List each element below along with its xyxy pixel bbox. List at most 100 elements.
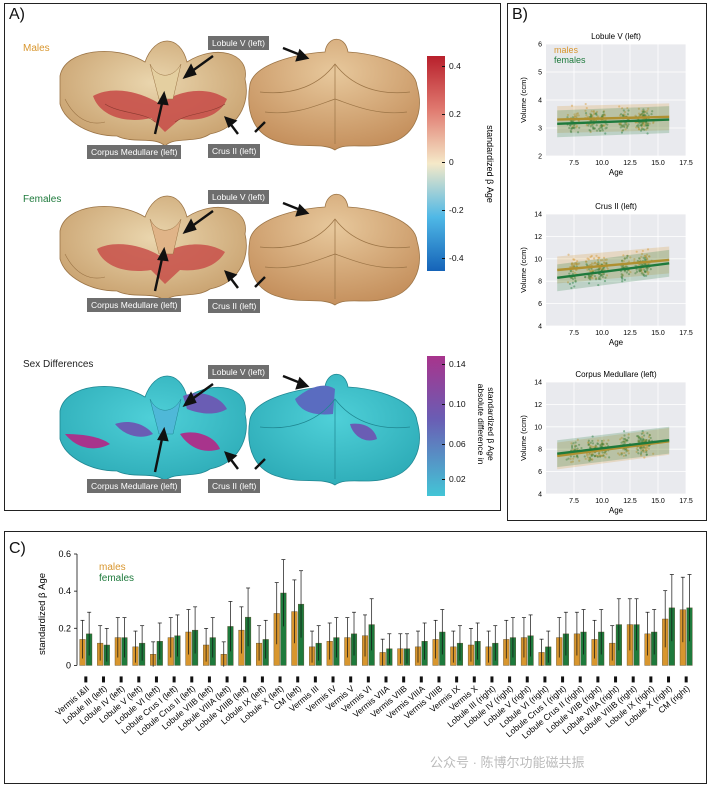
category-marker	[278, 676, 282, 683]
scatter-point	[594, 261, 597, 264]
scatter-point	[599, 267, 602, 270]
scatter-point	[593, 127, 596, 130]
scatter-point	[602, 114, 605, 117]
scatter-point	[640, 124, 643, 127]
brain-diff-front	[59, 375, 247, 482]
scatter-point	[645, 121, 648, 124]
scatter-point	[598, 256, 601, 259]
scatter-point	[644, 449, 647, 452]
colorbar-beta	[427, 56, 445, 271]
scatter-point	[599, 443, 602, 447]
scatter-point	[638, 257, 641, 260]
scatter-point	[589, 115, 592, 119]
scatter-point	[572, 265, 576, 268]
scatter-point	[589, 275, 592, 278]
brain-males-front	[59, 40, 247, 147]
scatter-point	[645, 453, 649, 456]
scatter-point	[646, 432, 649, 435]
y-axis-label: Volume (ccm)	[519, 415, 528, 461]
bar-chart-content: 0.6 0.4 0.2 0 standardized β Age malesfemales…	[37, 549, 693, 741]
scatter-point	[618, 105, 621, 108]
scatter-point	[587, 453, 591, 456]
scatter-point	[591, 126, 595, 129]
scatter-point	[573, 123, 576, 127]
scatter-point	[618, 122, 621, 125]
y-tick-label: 3	[538, 126, 542, 133]
scatter-title: Lobule V (left)	[591, 32, 641, 41]
scatter-point	[621, 114, 624, 117]
scatter-point	[601, 259, 604, 262]
y-tick-label: 0	[66, 660, 71, 670]
scatter-point	[585, 263, 588, 266]
scatter-point	[646, 248, 650, 251]
scatter-point	[640, 449, 643, 452]
scatter-point	[638, 268, 641, 271]
scatter-point	[641, 430, 644, 433]
scatter-point	[593, 112, 596, 115]
legend-females: females	[99, 573, 134, 584]
scatter-point	[627, 109, 630, 112]
scatter-point	[638, 270, 641, 273]
scatter-plot-1: Crus II (left) 7.5 10.0 12.5 15.0 17.5 4 6 8 10 12…	[519, 202, 693, 347]
scatter-point	[626, 254, 629, 257]
scatter-point	[592, 126, 595, 130]
scatter-point	[642, 446, 646, 449]
scatter-point	[575, 114, 578, 117]
row-label-sex-differences: Sex Differences	[23, 359, 94, 370]
scatter-point	[646, 446, 649, 449]
scatter-point	[640, 128, 643, 131]
scatter-point	[604, 258, 607, 262]
scatter-point	[571, 447, 574, 450]
scatter-point	[595, 124, 598, 127]
scatter-point	[595, 110, 599, 113]
y-tick-label: 10	[534, 256, 542, 263]
scatter-point	[589, 130, 592, 134]
scatter-title: Corpus Medullare (left)	[575, 370, 657, 379]
scatter-point	[604, 456, 607, 459]
scatter-point	[595, 263, 598, 266]
scatter-point	[590, 269, 593, 273]
scatter-point	[601, 451, 604, 454]
scatter-point	[624, 440, 627, 444]
scatter-point	[571, 127, 574, 130]
scatter-point	[646, 263, 649, 266]
scatter-point	[646, 127, 649, 130]
scatter-point	[647, 271, 650, 274]
x-tick-label: 15.0	[651, 160, 665, 167]
scatter-point	[644, 258, 647, 262]
scatter-point	[589, 123, 592, 126]
scatter-point	[584, 109, 587, 112]
y-tick-label: 14	[534, 380, 542, 387]
scatter-point	[593, 127, 596, 130]
scatter-point	[643, 128, 646, 131]
scatter-point	[584, 276, 587, 279]
scatter-point	[635, 447, 638, 450]
scatter-point	[576, 447, 579, 450]
scatter-point	[621, 440, 625, 443]
scatter-point	[575, 263, 578, 266]
scatter-point	[592, 269, 595, 272]
x-tick-label: 10.0	[595, 498, 609, 505]
category-marker	[366, 676, 370, 683]
scatter-point	[597, 268, 600, 271]
scatter-point	[645, 274, 648, 277]
scatter-point	[575, 455, 578, 458]
scatter-point	[642, 450, 646, 453]
cb1-tick-1: 0.2	[449, 109, 461, 119]
y-tick-label: 14	[534, 212, 542, 219]
category-marker	[260, 676, 264, 683]
scatter-point	[593, 455, 596, 458]
scatter-point	[637, 440, 641, 443]
scatter-point	[623, 440, 626, 443]
scatter-point	[642, 434, 646, 437]
scatter-point	[643, 123, 646, 126]
scatter-point	[585, 106, 588, 110]
y-tick-label: 0.6	[58, 549, 71, 559]
category-marker	[667, 676, 671, 683]
scatter-point	[644, 255, 648, 258]
scatter-point	[588, 119, 591, 122]
scatter-point	[596, 455, 599, 458]
scatter-point	[603, 262, 606, 265]
scatter-point	[622, 125, 625, 128]
scatter-point	[640, 451, 643, 454]
